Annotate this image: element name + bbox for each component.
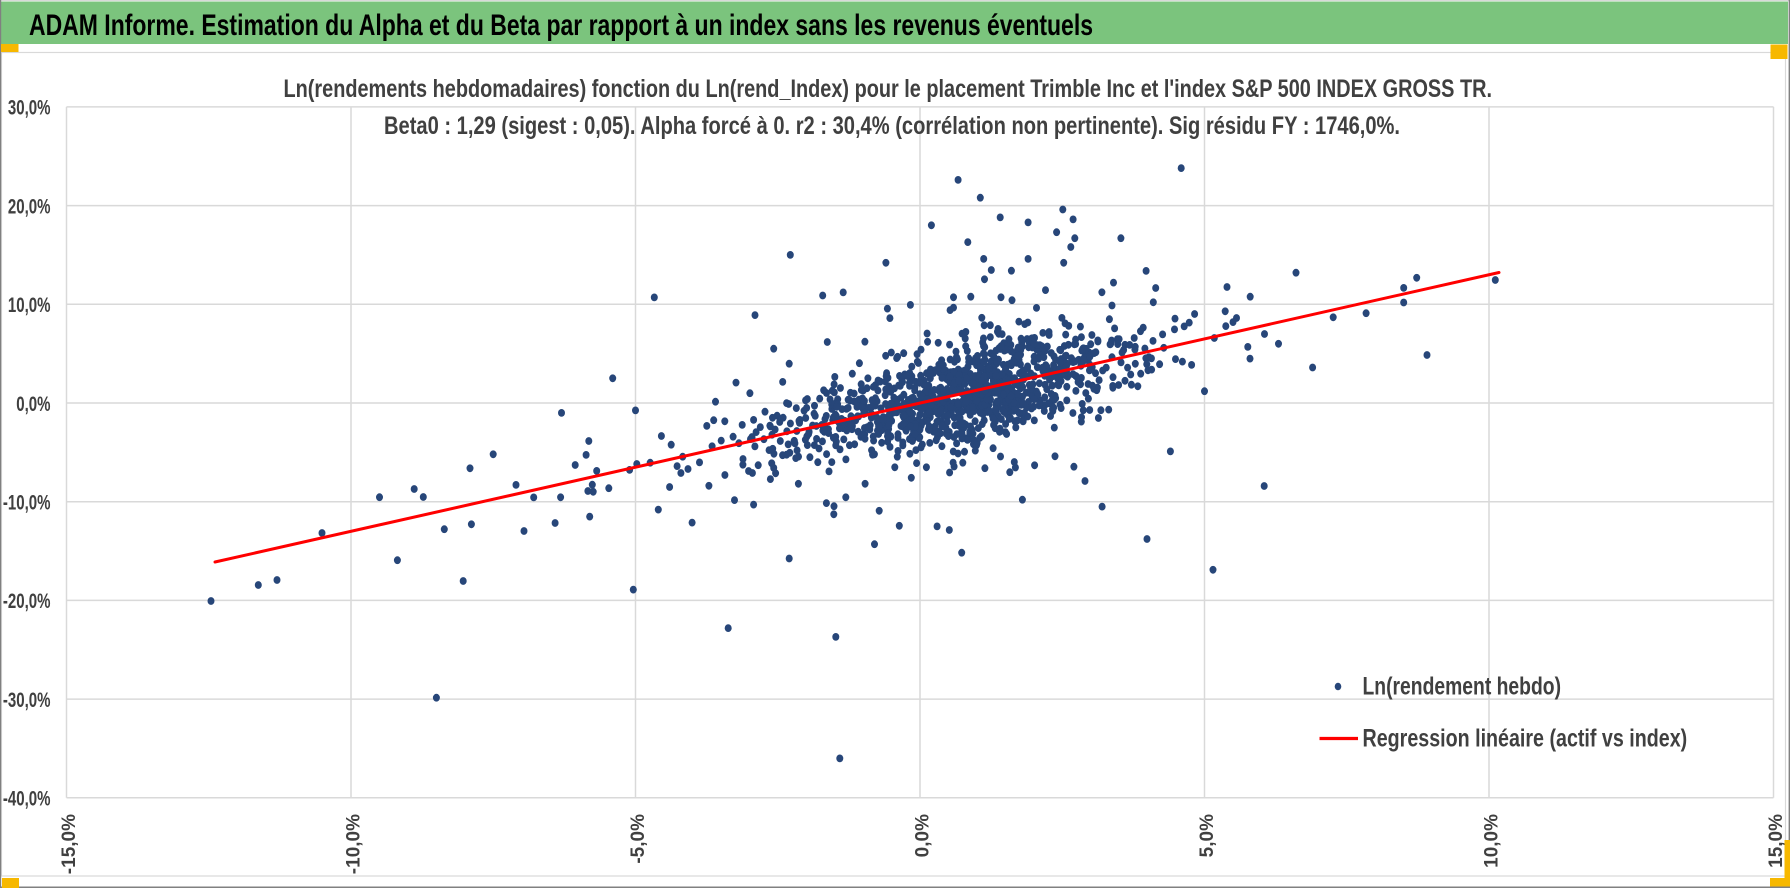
svg-text:-10,0%: -10,0% [3,492,51,515]
svg-text:-20,0%: -20,0% [3,590,51,613]
svg-text:-10,0%: -10,0% [344,814,365,874]
svg-text:-15,0%: -15,0% [59,814,80,874]
svg-text:-5,0%: -5,0% [628,814,649,864]
svg-text:10,0%: 10,0% [8,294,51,317]
svg-text:15,0%: 15,0% [1766,814,1787,868]
svg-text:Ln(rendement hebdo): Ln(rendement hebdo) [1363,673,1562,701]
svg-text:0,0%: 0,0% [16,393,50,416]
svg-text:Ln(rendements hebdomadaires) f: Ln(rendements hebdomadaires) fonction du… [284,75,1493,103]
svg-text:ADAM Informe. Estimation du Al: ADAM Informe. Estimation du Alpha et du … [29,9,1093,42]
svg-text:10,0%: 10,0% [1482,814,1503,868]
svg-text:5,0%: 5,0% [1197,814,1218,857]
svg-text:-30,0%: -30,0% [3,689,51,712]
svg-text:Regression linéaire (actif vs: Regression linéaire (actif vs index) [1363,725,1688,753]
svg-text:-40,0%: -40,0% [3,788,51,811]
svg-text:20,0%: 20,0% [8,195,51,218]
svg-text:30,0%: 30,0% [8,97,51,120]
svg-text:Beta0 : 1,29 (sigest : 0,05).: Beta0 : 1,29 (sigest : 0,05). Alpha forc… [384,112,1400,140]
svg-text:0,0%: 0,0% [913,814,934,857]
